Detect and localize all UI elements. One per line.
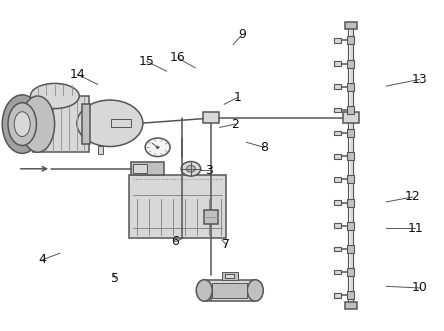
Text: 3: 3 bbox=[205, 164, 213, 177]
Circle shape bbox=[145, 138, 170, 157]
Text: 12: 12 bbox=[405, 190, 421, 204]
Text: 4: 4 bbox=[38, 253, 46, 266]
Bar bbox=[334, 38, 341, 43]
Bar bbox=[334, 154, 341, 159]
Bar bbox=[347, 268, 354, 276]
Bar bbox=[111, 119, 131, 127]
Bar bbox=[334, 177, 341, 182]
Text: 14: 14 bbox=[70, 68, 86, 81]
Bar bbox=[204, 210, 218, 224]
Bar bbox=[343, 112, 359, 123]
Text: 11: 11 bbox=[407, 222, 423, 235]
Circle shape bbox=[156, 146, 159, 148]
Circle shape bbox=[181, 162, 201, 176]
Bar bbox=[347, 245, 354, 253]
Bar bbox=[347, 106, 354, 114]
Ellipse shape bbox=[77, 100, 143, 147]
Bar bbox=[98, 146, 103, 154]
Ellipse shape bbox=[21, 96, 55, 152]
Bar bbox=[345, 22, 357, 29]
Bar bbox=[212, 283, 247, 298]
Bar bbox=[334, 270, 341, 274]
Text: 16: 16 bbox=[170, 51, 186, 65]
Bar bbox=[347, 129, 354, 137]
Bar bbox=[347, 291, 354, 299]
Bar bbox=[347, 60, 354, 68]
Text: 10: 10 bbox=[412, 281, 428, 295]
Text: 6: 6 bbox=[171, 235, 179, 248]
Text: 2: 2 bbox=[231, 118, 239, 131]
Bar bbox=[347, 83, 354, 91]
Ellipse shape bbox=[247, 280, 263, 301]
Text: 1: 1 bbox=[234, 91, 242, 104]
Bar bbox=[222, 272, 238, 280]
Text: 9: 9 bbox=[238, 28, 246, 41]
Bar bbox=[345, 302, 357, 309]
Bar bbox=[334, 84, 341, 89]
Bar bbox=[347, 152, 354, 160]
Polygon shape bbox=[129, 175, 226, 238]
Bar bbox=[82, 105, 90, 144]
Bar bbox=[203, 112, 219, 123]
Bar bbox=[204, 280, 255, 301]
Text: 5: 5 bbox=[111, 271, 119, 285]
Bar bbox=[334, 108, 341, 112]
Text: 8: 8 bbox=[260, 141, 268, 154]
Bar bbox=[347, 199, 354, 207]
Ellipse shape bbox=[2, 95, 42, 153]
Bar bbox=[33, 96, 89, 152]
Text: 13: 13 bbox=[412, 73, 428, 86]
Bar bbox=[334, 293, 341, 298]
Bar bbox=[334, 200, 341, 205]
Ellipse shape bbox=[30, 83, 79, 109]
Bar bbox=[334, 247, 341, 251]
Bar bbox=[334, 223, 341, 228]
Text: 7: 7 bbox=[222, 238, 230, 252]
Text: 15: 15 bbox=[139, 55, 155, 68]
Ellipse shape bbox=[196, 280, 212, 301]
Circle shape bbox=[186, 166, 195, 172]
Bar bbox=[347, 36, 354, 44]
Bar bbox=[334, 61, 341, 66]
Ellipse shape bbox=[14, 112, 30, 136]
Bar bbox=[226, 274, 234, 278]
Bar bbox=[347, 175, 354, 183]
Bar bbox=[334, 131, 341, 135]
Bar bbox=[347, 222, 354, 230]
Bar bbox=[133, 164, 147, 173]
Ellipse shape bbox=[8, 103, 36, 146]
Bar bbox=[131, 162, 164, 175]
